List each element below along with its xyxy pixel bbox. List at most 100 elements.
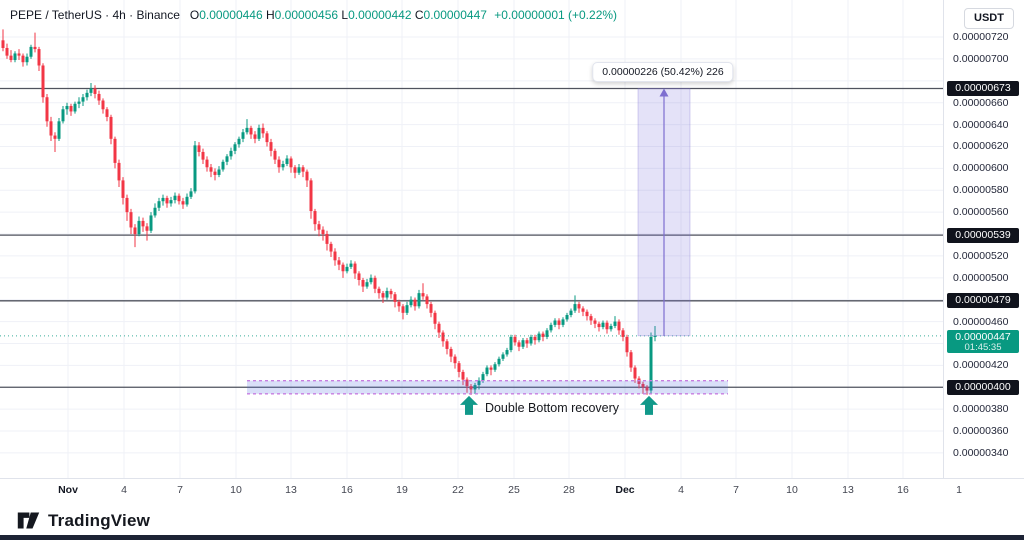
candle-body: [509, 336, 513, 351]
candle-body: [81, 97, 85, 102]
bottom-arrow-marker[interactable]: [640, 395, 658, 415]
chart-legend[interactable]: PEPE / TetherUS · 4h · Binance O0.0000044…: [10, 8, 617, 22]
candle-body: [461, 371, 465, 380]
window-bottom-edge: [0, 535, 1024, 540]
price-axis-label: 0.00000340: [953, 446, 1009, 459]
candle-body: [421, 293, 425, 297]
candle-body: [289, 158, 293, 168]
candle-body: [377, 288, 381, 294]
candle-body: [573, 304, 577, 311]
candle-body: [285, 158, 289, 164]
time-axis-label: 4: [678, 484, 684, 496]
time-axis-label: 7: [177, 484, 183, 496]
candle-body: [229, 150, 233, 157]
price-axis-label: 0.00000460: [953, 315, 1009, 328]
price-level-badge: 0.00000673: [947, 80, 1019, 96]
candle-body: [133, 227, 137, 235]
candle-body: [473, 385, 477, 390]
time-axis-label: 10: [230, 484, 242, 496]
price-axis-label: 0.00000620: [953, 140, 1009, 153]
candle-body: [445, 341, 449, 349]
support-zone[interactable]: [247, 380, 728, 394]
candle-body: [649, 336, 653, 391]
time-axis-label: 10: [786, 484, 798, 496]
candle-body: [173, 195, 177, 201]
price-axis-label: 0.00000640: [953, 118, 1009, 131]
ohlc-pair: O0.00000446: [189, 8, 263, 22]
candle-body: [237, 138, 241, 145]
candle-body: [217, 169, 221, 175]
candle-body: [153, 207, 157, 216]
candle-body: [397, 301, 401, 307]
candle-body: [213, 171, 217, 175]
candle-body: [373, 277, 377, 289]
candle-body: [633, 367, 637, 379]
candle-body: [109, 116, 113, 139]
price-axis-label: 0.00000360: [953, 425, 1009, 438]
candle-body: [17, 53, 21, 56]
currency-toggle-button[interactable]: USDT: [964, 8, 1014, 29]
candle-body: [365, 282, 369, 287]
candle-body: [5, 47, 9, 56]
price-axis[interactable]: 0.00000720 0.00000700 0.00000660 0.00000640…: [943, 0, 1024, 478]
candle-body: [329, 243, 333, 252]
candle-body: [61, 109, 65, 122]
price-axis-label: 0.00000560: [953, 206, 1009, 219]
candle-body: [305, 171, 309, 181]
candle-body: [453, 356, 457, 364]
candle-body: [309, 180, 313, 212]
candle-body: [249, 127, 253, 135]
candle-body: [541, 333, 545, 337]
candle-body: [469, 386, 473, 390]
candle-body: [577, 304, 581, 309]
candle-body: [497, 358, 501, 365]
symbol-title[interactable]: PEPE / TetherUS · 4h · Binance: [10, 8, 180, 22]
bottom-arrow-marker[interactable]: [460, 395, 478, 415]
candle-body: [141, 220, 145, 227]
candle-body: [113, 138, 117, 163]
candle-body: [201, 151, 205, 160]
candle-body: [321, 229, 325, 235]
candle-body: [129, 212, 133, 228]
candle-body: [177, 195, 181, 202]
candle-body: [73, 103, 77, 112]
candle-body: [561, 319, 565, 325]
candle-body: [9, 55, 13, 61]
candle-body: [369, 277, 373, 283]
time-axis-label: 16: [341, 484, 353, 496]
bar-countdown: 01:45:35: [964, 341, 1002, 353]
candle-body: [297, 167, 301, 173]
candle-body: [581, 308, 585, 312]
price-chart[interactable]: [0, 0, 943, 478]
candle-body: [333, 251, 337, 261]
candle-body: [617, 321, 621, 331]
time-axis-label: 28: [563, 484, 575, 496]
candle-body: [273, 150, 277, 160]
candle-body: [357, 273, 361, 281]
candle-body: [345, 266, 349, 272]
candle-body: [621, 330, 625, 337]
candle-body: [569, 310, 573, 316]
candle-body: [261, 127, 265, 134]
time-axis[interactable]: Nov 4 7 10 13 16 19 22 25 28 Dec 4 7 10 13 16 1: [0, 478, 1024, 504]
candle-body: [145, 226, 149, 231]
candle-body: [45, 97, 49, 122]
candle-body: [225, 156, 229, 162]
candle-body: [301, 167, 305, 172]
candle-body: [169, 200, 173, 204]
candle-body: [485, 367, 489, 375]
candle-body: [449, 348, 453, 357]
ohlc-values: O0.00000446 H0.00000456 L0.00000442 C0.0…: [190, 8, 490, 22]
time-axis-label: 13: [842, 484, 854, 496]
candle-body: [209, 167, 213, 172]
candle-body: [389, 290, 393, 295]
candle-body: [65, 105, 69, 110]
candle-body: [589, 316, 593, 321]
candle-body: [193, 145, 197, 192]
double-bottom-annotation[interactable]: Double Bottom recovery: [484, 401, 620, 415]
tradingview-logo[interactable]: TradingView: [16, 508, 150, 533]
price-axis-label: 0.00000580: [953, 184, 1009, 197]
measure-tool-label: 0.00000226 (50.42%) 226: [592, 62, 734, 82]
candle-body: [97, 93, 101, 101]
candle-body: [341, 264, 345, 272]
